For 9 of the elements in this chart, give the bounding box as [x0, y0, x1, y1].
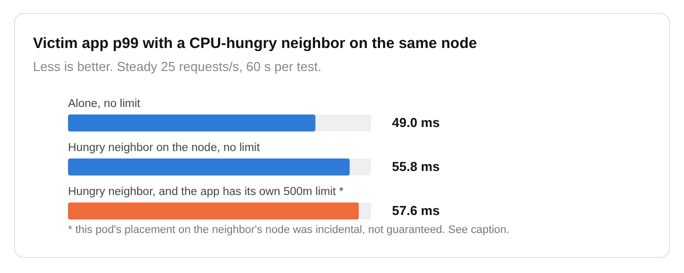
chart-title: Victim app p99 with a CPU-hungry neighbor on the same node [33, 35, 477, 52]
data-label: 55.8 ms [392, 159, 440, 174]
data-label: 57.6 ms [392, 203, 440, 218]
y-tick-label: Hungry neighbor on the node, no limit [68, 142, 261, 154]
data-label: 49.0 ms [392, 115, 440, 130]
y-tick-label: Hungry neighbor, and the app has its own 500m limit * [68, 186, 344, 198]
chart-subtitle: Less is better. Steady 25 requests/s, 60 s per test. [33, 59, 322, 74]
y-tick-label: Alone, no limit [68, 98, 142, 110]
annotation: * this pod's placement on the neighbor's node was incidental, not guaranteed. See caption. [68, 224, 510, 236]
